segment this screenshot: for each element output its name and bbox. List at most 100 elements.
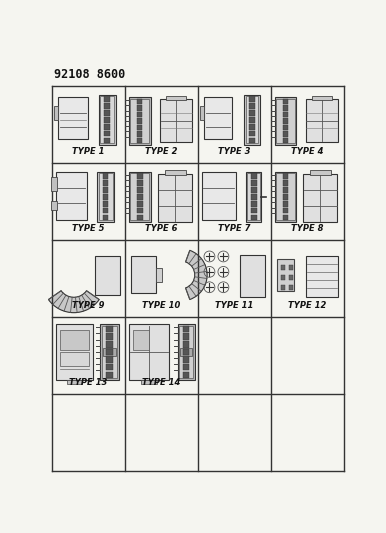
Bar [67, 379, 82, 384]
Bar [137, 194, 142, 200]
Bar [106, 349, 113, 355]
Bar [251, 187, 257, 193]
Bar [104, 138, 110, 143]
Bar [312, 95, 332, 100]
Bar [246, 172, 261, 222]
Bar [158, 174, 192, 222]
Bar [165, 170, 186, 175]
Bar [166, 95, 186, 100]
Bar [56, 324, 93, 379]
Bar [277, 259, 294, 291]
Bar [106, 341, 113, 348]
Bar [51, 201, 57, 210]
Bar [103, 215, 108, 220]
Bar [283, 215, 288, 220]
Bar [137, 215, 142, 220]
Bar [137, 208, 142, 213]
Bar [276, 173, 295, 220]
Bar [137, 138, 142, 143]
Bar [137, 131, 142, 137]
Bar [141, 379, 157, 384]
Bar [251, 194, 257, 200]
Bar [137, 112, 142, 117]
Text: TYPE 14: TYPE 14 [142, 378, 181, 387]
Bar [102, 326, 117, 378]
Bar [247, 173, 260, 220]
Bar [131, 256, 156, 294]
Bar [283, 201, 288, 206]
Bar [104, 103, 110, 109]
Bar [137, 180, 142, 186]
Bar [103, 208, 108, 213]
Text: TYPE 9: TYPE 9 [72, 301, 105, 310]
Bar [200, 106, 204, 120]
Bar [249, 96, 255, 102]
Bar [106, 372, 113, 378]
Bar [104, 124, 110, 130]
Bar [274, 97, 296, 145]
Bar [240, 255, 265, 297]
Bar [103, 180, 108, 186]
Bar [202, 172, 236, 220]
Bar [183, 357, 190, 363]
Bar [288, 275, 293, 280]
Bar [251, 201, 257, 206]
Bar [97, 172, 114, 222]
Bar [183, 364, 190, 370]
Text: TYPE 2: TYPE 2 [145, 147, 178, 156]
Bar [100, 324, 119, 379]
Bar [249, 138, 255, 143]
Wedge shape [48, 290, 99, 313]
Bar [283, 99, 288, 104]
Bar [129, 172, 151, 222]
Bar [183, 372, 190, 378]
Bar [130, 173, 149, 220]
Text: TYPE 10: TYPE 10 [142, 301, 181, 310]
Bar [104, 96, 110, 102]
Bar [137, 173, 142, 179]
Text: TYPE 11: TYPE 11 [215, 301, 254, 310]
Bar [283, 125, 288, 130]
Bar [129, 97, 151, 145]
Text: TYPE 6: TYPE 6 [145, 224, 178, 233]
Bar [178, 324, 195, 379]
Bar [133, 330, 149, 350]
Bar [130, 99, 149, 143]
Bar [137, 125, 142, 130]
Bar [103, 173, 108, 179]
Bar [183, 349, 190, 355]
Bar [288, 265, 293, 270]
Bar [244, 95, 260, 145]
Bar [283, 118, 288, 124]
Bar [310, 170, 330, 175]
Bar [276, 99, 295, 143]
Bar [106, 326, 113, 332]
Bar [283, 187, 288, 193]
Bar [103, 348, 116, 357]
Bar [283, 105, 288, 110]
Bar [100, 96, 114, 143]
Bar [99, 173, 113, 220]
Text: TYPE 3: TYPE 3 [218, 147, 251, 156]
Bar [249, 124, 255, 130]
Text: TYPE 8: TYPE 8 [291, 224, 323, 233]
Bar [183, 326, 190, 332]
Bar [51, 177, 57, 191]
Bar [54, 106, 58, 120]
Bar [251, 215, 257, 220]
Bar [129, 324, 169, 379]
Bar [281, 275, 285, 280]
Bar [179, 326, 193, 378]
Bar [137, 118, 142, 124]
Bar [303, 174, 337, 222]
Bar [283, 112, 288, 117]
Text: 92108 8600: 92108 8600 [54, 68, 126, 81]
Bar [281, 285, 285, 289]
Bar [99, 95, 116, 145]
Bar [274, 172, 296, 222]
Text: TYPE 4: TYPE 4 [291, 147, 323, 156]
Text: TYPE 1: TYPE 1 [72, 147, 105, 156]
Text: TYPE 13: TYPE 13 [69, 378, 108, 387]
Wedge shape [186, 251, 207, 300]
Bar [156, 268, 162, 282]
